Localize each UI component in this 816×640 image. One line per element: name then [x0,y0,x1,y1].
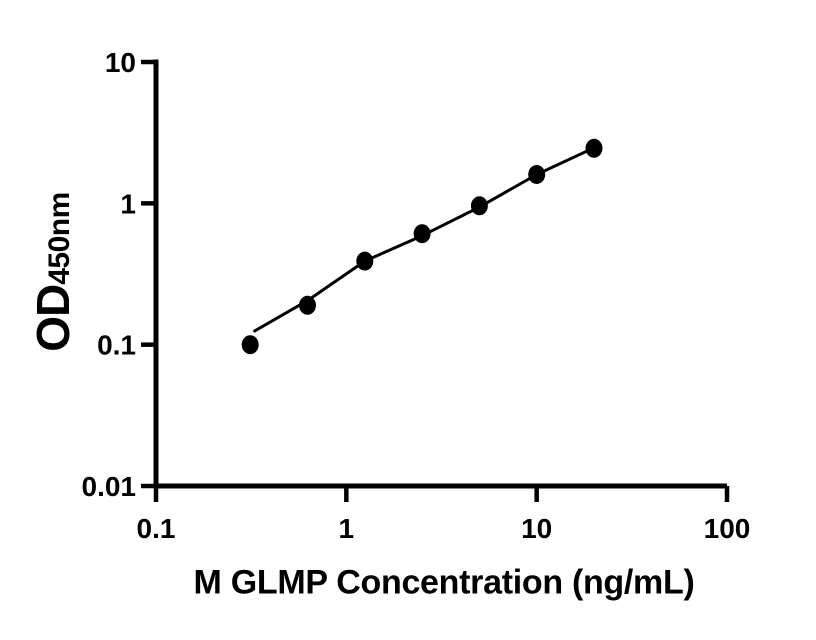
data-point-marker [356,251,374,271]
x-axis-title: M GLMP Concentration (ng/mL) [193,563,695,602]
y-axis-title: OD450nm [27,192,79,352]
y-axis-title-sub: 450nm [43,192,76,285]
x-axis-tick-label: 100 [704,513,751,544]
axes-frame [153,59,727,489]
data-point-marker [241,335,259,355]
data-point-marker [299,295,316,315]
y-axis-tick-label: 1 [120,188,136,219]
x-axis-tick-label: 10 [521,513,552,544]
x-axis-tick-label: 0.1 [137,513,176,544]
data-point-marker [528,165,546,184]
y-axis-tick-label: 0.01 [82,471,137,502]
y-axis-tick-label: 0.1 [97,330,136,361]
data-point-marker [413,224,431,244]
data-point-marker [585,138,603,158]
data-point-marker [470,196,488,216]
y-axis-tick-label: 10 [105,47,136,78]
x-axis-tick-label: 1 [339,513,355,544]
y-axis-title-main: OD [27,284,79,352]
